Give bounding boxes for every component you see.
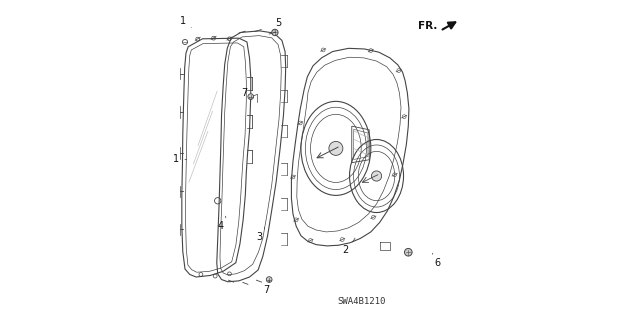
Circle shape — [248, 94, 253, 100]
Circle shape — [404, 249, 412, 256]
Circle shape — [272, 29, 278, 36]
Text: 1: 1 — [173, 154, 179, 165]
Text: 6: 6 — [435, 258, 440, 268]
Circle shape — [371, 171, 381, 181]
Text: 7: 7 — [241, 88, 248, 98]
Text: SWA4B1210: SWA4B1210 — [337, 297, 385, 306]
Circle shape — [266, 277, 272, 282]
Text: 4: 4 — [218, 221, 224, 231]
Text: 3: 3 — [256, 232, 262, 242]
Text: FR.: FR. — [418, 21, 438, 31]
Text: 1: 1 — [180, 16, 186, 26]
Text: 5: 5 — [275, 18, 281, 28]
Text: 7: 7 — [263, 285, 269, 295]
Text: 2: 2 — [342, 245, 349, 255]
Circle shape — [329, 141, 343, 155]
